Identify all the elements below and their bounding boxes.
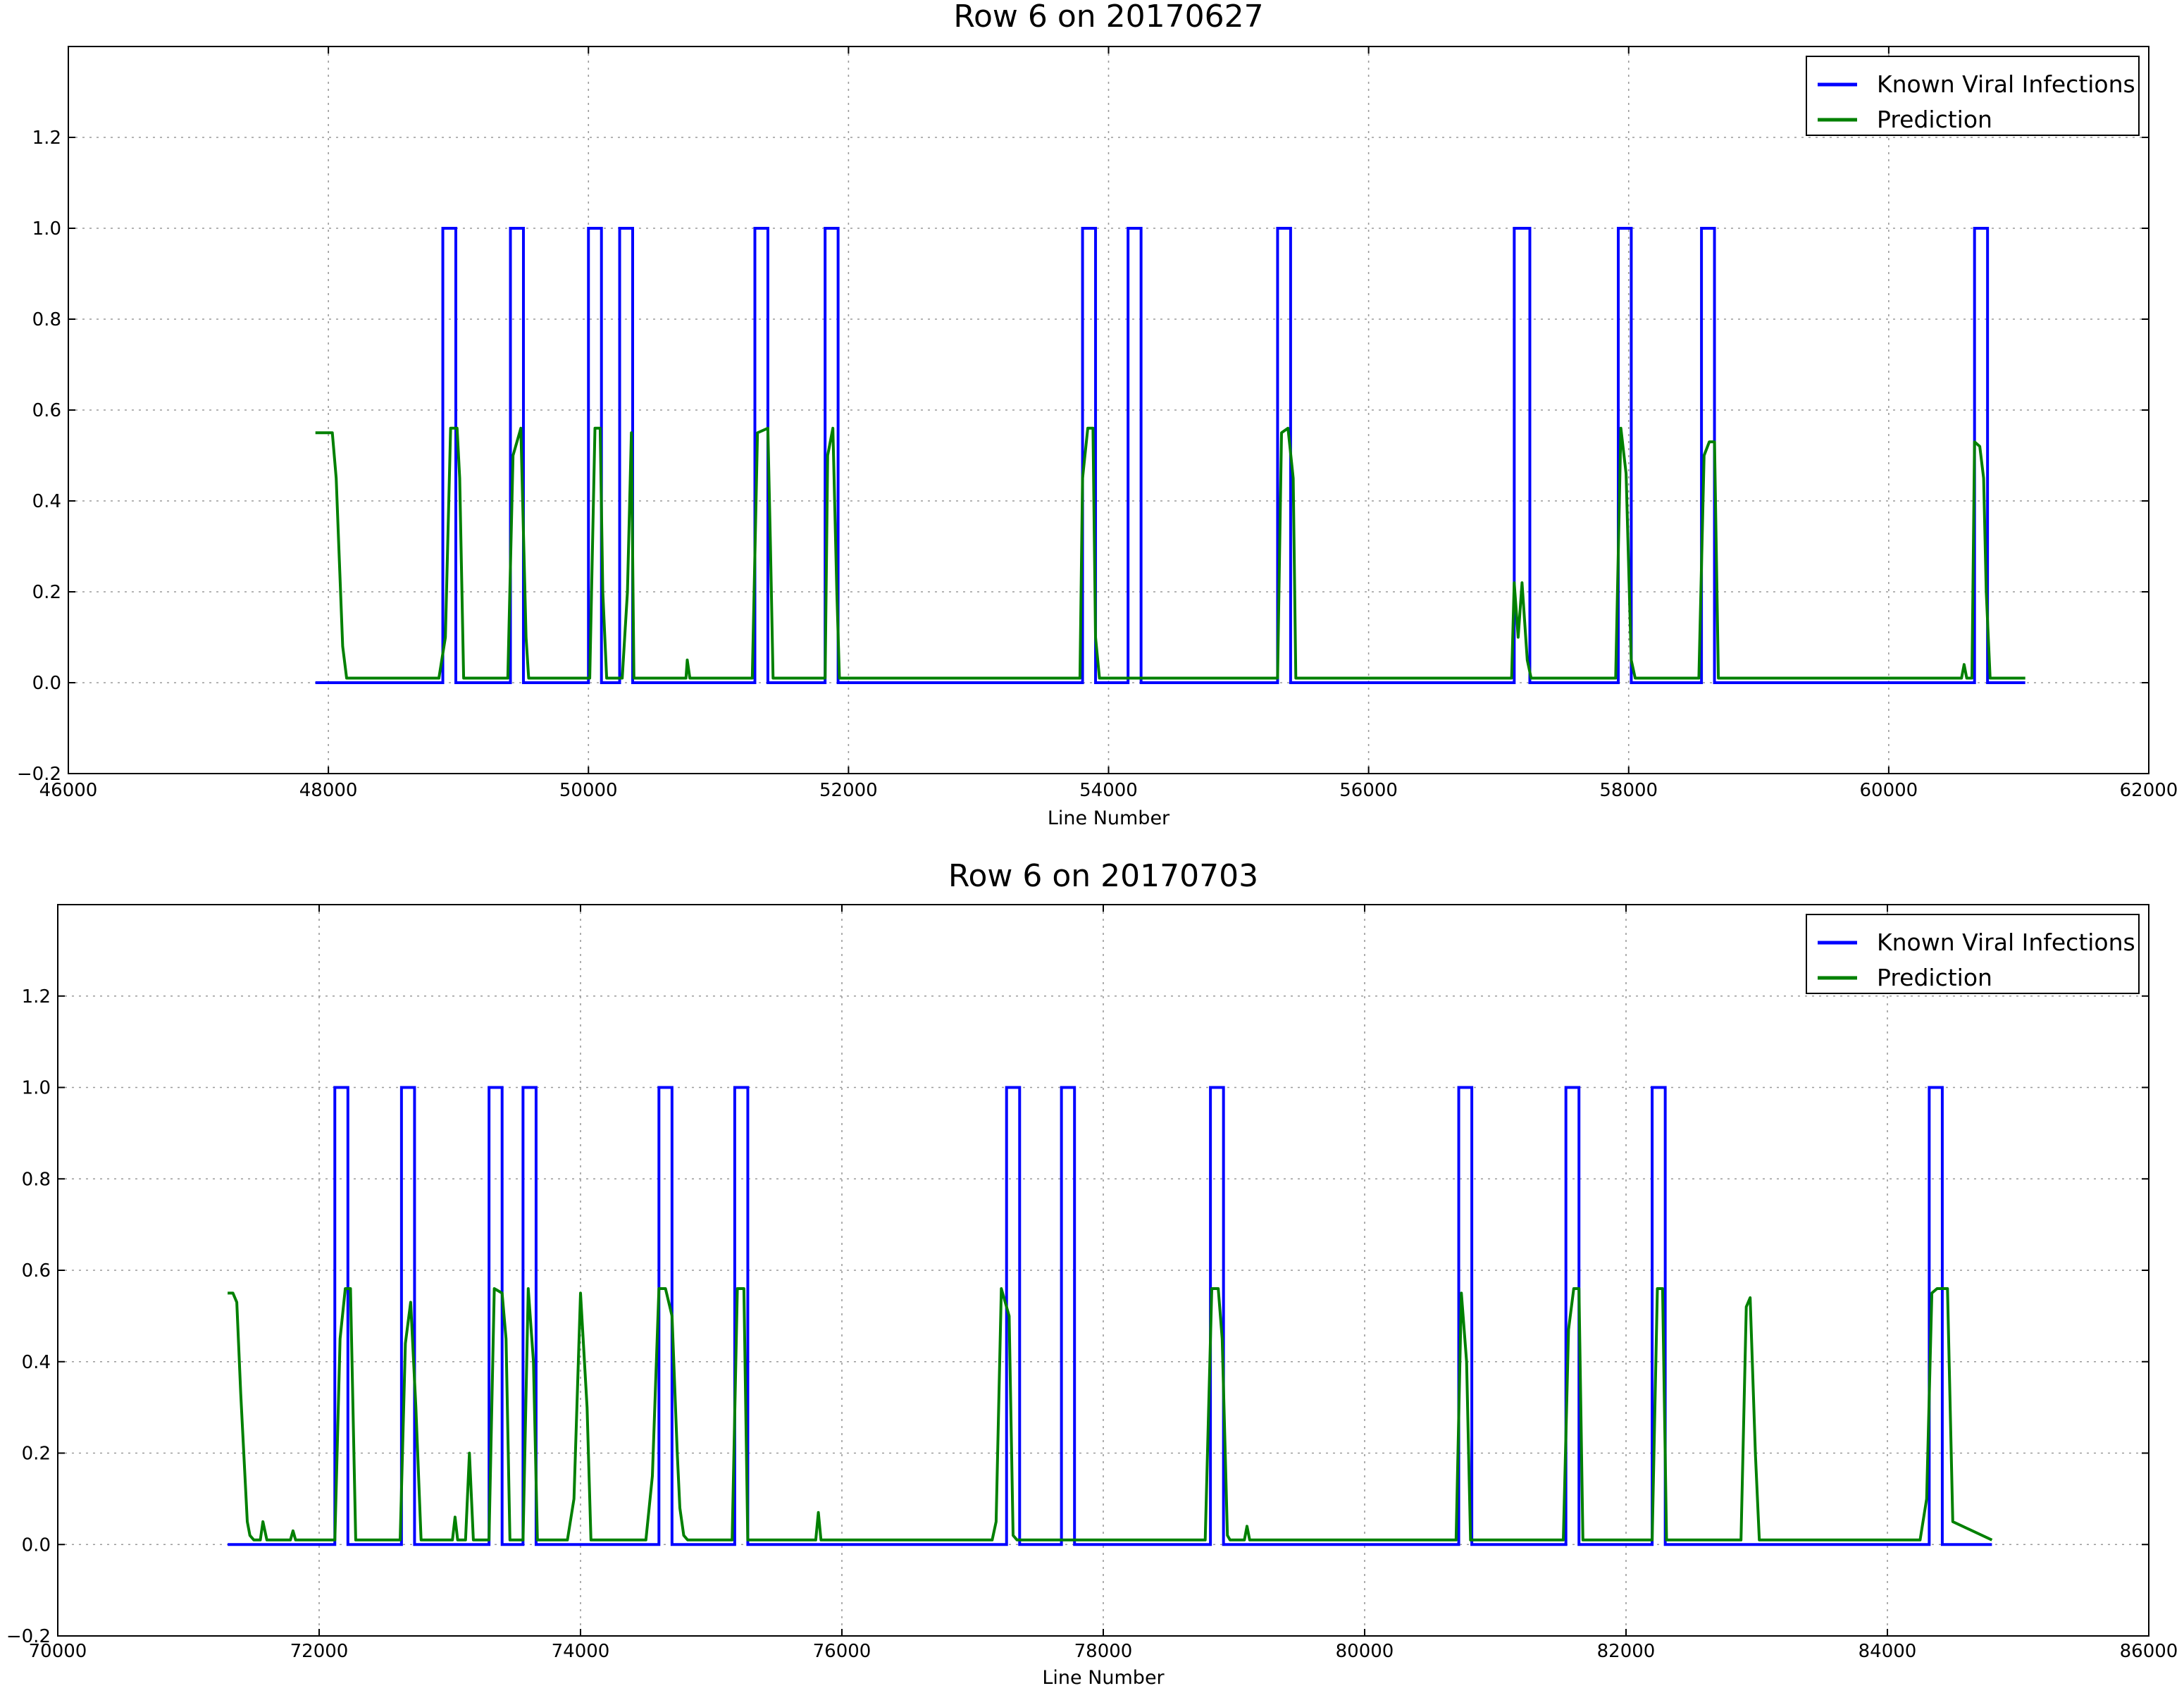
x-tick-label: 60000 <box>1860 780 1918 801</box>
chart-panel-1: Row 6 on 20170627 46000 48000 50000 52000 540… <box>17 0 2178 829</box>
y-tick-label: 0.6 <box>22 1260 51 1282</box>
x-tick-label: 76000 <box>813 1641 871 1662</box>
x-tick-label: 86000 <box>2120 1641 2178 1662</box>
x-tick-label: 48000 <box>299 780 358 801</box>
y-tick-label: 0.8 <box>22 1169 51 1190</box>
legend-label-prediction: Prediction <box>1877 964 1992 991</box>
legend-box <box>1806 914 2140 994</box>
x-tick-label: 54000 <box>1079 780 1138 801</box>
y-tick-label: 1.0 <box>32 218 61 240</box>
x-tick-label: 80000 <box>1336 1641 1394 1662</box>
x-tick-label: 46000 <box>39 780 98 801</box>
y-tick-label: 0.0 <box>32 673 61 694</box>
x-tick-label: 70000 <box>29 1641 87 1662</box>
x-tick-label: 52000 <box>819 780 878 801</box>
y-tick-label: 0.6 <box>32 400 61 421</box>
legend-label-prediction: Prediction <box>1877 106 1992 133</box>
x-tick-label: 78000 <box>1074 1641 1133 1662</box>
y-tick-label: 1.0 <box>22 1078 51 1099</box>
y-tick-label: 0.0 <box>22 1534 51 1556</box>
known-viral-infections-line <box>315 227 2025 684</box>
y-tick-label: 1.2 <box>22 986 51 1007</box>
legend: Known Viral Infections Prediction <box>1806 914 2140 994</box>
y-tick-label: 0.4 <box>32 491 61 512</box>
y-tick-label: 0.2 <box>22 1444 51 1465</box>
chart-title: Row 6 on 20170627 <box>953 0 1263 35</box>
x-tick-label: 58000 <box>1599 780 1658 801</box>
known-viral-infections-line <box>228 1086 1992 1546</box>
y-tick-label: 0.2 <box>32 582 61 603</box>
prediction-line <box>228 1287 1993 1542</box>
y-tick-label: 0.4 <box>22 1352 51 1373</box>
legend-label-known: Known Viral Infections <box>1877 929 2135 956</box>
chart-title: Row 6 on 20170703 <box>948 858 1258 894</box>
legend-box <box>1806 56 2140 136</box>
x-tick-label: 62000 <box>2120 780 2178 801</box>
legend: Known Viral Infections Prediction <box>1806 56 2140 136</box>
y-tick-label: 0.8 <box>32 309 61 330</box>
x-tick-label: 56000 <box>1339 780 1398 801</box>
x-axis-label: Line Number <box>1048 807 1170 829</box>
y-tick-label: −0.2 <box>6 1626 51 1647</box>
y-tick-label: 1.2 <box>32 128 61 149</box>
x-tick-label: 84000 <box>1859 1641 1917 1662</box>
x-tick-label: 50000 <box>559 780 618 801</box>
x-tick-label: 82000 <box>1597 1641 1656 1662</box>
x-tick-label: 74000 <box>552 1641 610 1662</box>
y-tick-label: −0.2 <box>17 764 61 785</box>
chart-panel-2: Row 6 on 20170703 70000 72000 74000 76000 780… <box>6 858 2178 1689</box>
x-axis-label: Line Number <box>1042 1667 1165 1689</box>
prediction-line <box>315 426 2025 680</box>
x-tick-label: 72000 <box>290 1641 349 1662</box>
legend-label-known: Known Viral Infections <box>1877 70 2135 98</box>
